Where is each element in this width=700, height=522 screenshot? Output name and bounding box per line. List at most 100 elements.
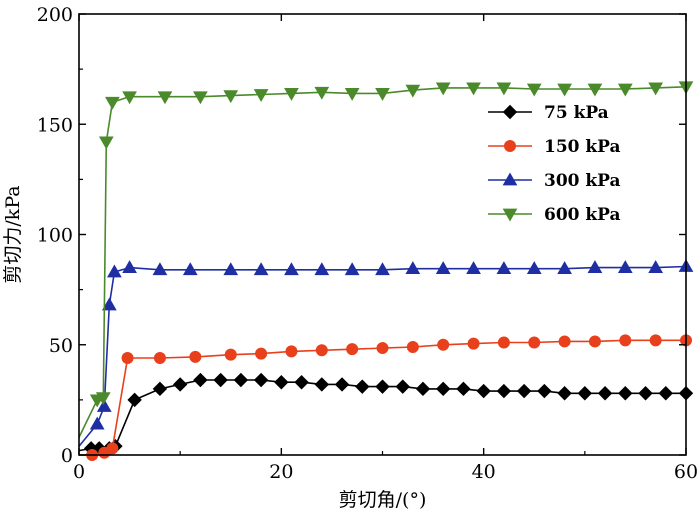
y-tick-label: 50	[49, 335, 73, 357]
legend-label: 300 kPa	[544, 171, 621, 191]
x-tick-label: 60	[674, 461, 698, 483]
data-point	[435, 261, 451, 275]
data-point	[496, 82, 512, 96]
data-point	[456, 381, 471, 397]
data-point	[255, 347, 268, 360]
legend-label: 75 kPa	[544, 103, 609, 123]
legend-item: 150 kPa	[488, 137, 621, 157]
legend-marker	[502, 208, 518, 222]
data-point	[617, 83, 633, 97]
data-point	[526, 261, 542, 275]
data-point	[314, 262, 330, 276]
series-layer	[78, 81, 694, 461]
data-point	[106, 442, 119, 455]
axes-layer: 0 20 40 60 0 50 100 150 200	[37, 4, 698, 483]
data-point	[467, 337, 480, 350]
data-point	[105, 96, 120, 110]
data-point	[537, 383, 552, 399]
legend-label: 600 kPa	[544, 205, 621, 225]
series-300-kpa	[78, 258, 694, 447]
data-point	[346, 343, 359, 356]
series-line	[78, 265, 687, 447]
y-tick-label: 150	[37, 114, 73, 136]
data-point	[314, 86, 330, 100]
data-point	[557, 83, 572, 97]
data-point	[157, 91, 173, 105]
data-point	[528, 336, 541, 349]
data-point	[224, 348, 237, 361]
data-point	[107, 264, 122, 278]
data-point	[587, 83, 603, 97]
data-point	[597, 386, 613, 401]
data-point	[395, 379, 410, 394]
data-point	[496, 383, 512, 399]
data-point	[577, 386, 593, 401]
data-point	[193, 372, 208, 388]
y-axis-title: 剪切力/kPa	[2, 185, 24, 283]
data-point	[334, 377, 350, 392]
data-point	[375, 88, 390, 101]
data-point	[96, 398, 112, 412]
y-tick-label: 100	[37, 225, 73, 247]
data-point	[618, 386, 633, 401]
legend-marker	[504, 140, 516, 152]
data-point	[233, 372, 249, 388]
data-point	[182, 262, 198, 276]
data-point	[101, 297, 117, 311]
data-point	[223, 90, 239, 104]
data-point	[122, 91, 137, 105]
legend-marker	[502, 104, 518, 120]
data-point	[497, 336, 510, 349]
x-axis-title: 剪切角/(°)	[339, 489, 427, 511]
data-point	[435, 381, 451, 397]
data-point	[617, 260, 633, 273]
data-point	[466, 82, 481, 96]
data-point	[253, 262, 269, 276]
y-tick-label: 200	[37, 4, 73, 26]
data-point	[466, 261, 481, 275]
data-point	[152, 381, 168, 397]
series-75-kpa	[78, 372, 694, 456]
series-600-kpa	[78, 81, 694, 438]
data-point	[588, 335, 601, 348]
data-point	[587, 260, 603, 273]
data-point	[658, 386, 673, 401]
data-point	[274, 375, 289, 390]
data-point	[213, 372, 228, 388]
legend-label: 150 kPa	[544, 137, 621, 157]
data-point	[122, 260, 137, 273]
data-point	[649, 334, 662, 347]
data-point	[189, 350, 202, 363]
data-point	[253, 89, 269, 102]
series-line	[79, 339, 686, 456]
data-point	[284, 88, 299, 101]
data-point	[638, 386, 653, 401]
data-point	[152, 262, 168, 276]
legend-marker	[502, 172, 518, 186]
data-point	[285, 345, 298, 358]
data-point	[89, 416, 105, 430]
data-point	[172, 377, 188, 392]
series-150-kpa	[79, 334, 692, 461]
data-point	[516, 383, 532, 399]
y-tick-label: 0	[61, 445, 73, 467]
data-point	[153, 351, 166, 364]
data-point	[557, 386, 572, 401]
data-point	[95, 392, 111, 406]
legend-item: 600 kPa	[488, 205, 621, 225]
data-point	[437, 338, 450, 351]
data-point	[415, 381, 431, 397]
data-point	[344, 88, 360, 101]
data-point	[223, 262, 239, 276]
data-point	[405, 261, 421, 275]
legend: 75 kPa 150 kPa 300 kPa 600 kPa	[488, 103, 621, 225]
series-line	[78, 86, 687, 438]
data-point	[375, 262, 390, 276]
data-point	[405, 84, 421, 98]
data-point	[98, 136, 114, 150]
x-tick-label: 20	[269, 461, 293, 483]
data-point	[127, 392, 142, 408]
data-point	[344, 262, 360, 276]
